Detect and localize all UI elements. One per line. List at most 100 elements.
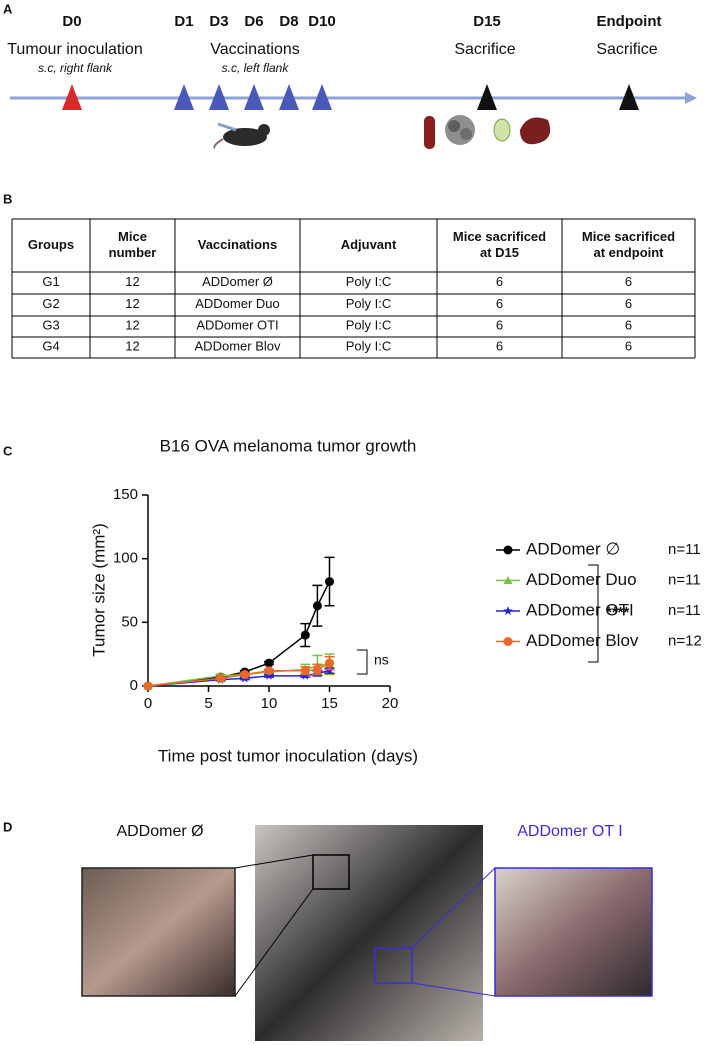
chart: B16 OVA melanoma tumor growth Time post … — [89, 436, 701, 765]
day-label: D1 — [174, 13, 193, 30]
point — [216, 673, 226, 683]
event-marker — [244, 84, 264, 110]
table-cell: G3 — [42, 318, 59, 333]
event-marker — [619, 84, 639, 110]
photo — [494, 867, 653, 997]
zoom-line — [234, 888, 314, 997]
point — [324, 665, 335, 675]
table-cell: 6 — [496, 318, 503, 333]
table-cell: 6 — [625, 318, 632, 333]
table-cell: 12 — [125, 339, 139, 354]
x-tick-label: 15 — [321, 695, 338, 712]
x-tick-label: 5 — [204, 695, 212, 712]
photo — [255, 825, 483, 1041]
point — [264, 670, 274, 680]
day-label: D15 — [473, 13, 501, 30]
table-cell: 6 — [496, 339, 503, 354]
point — [300, 630, 310, 640]
day-label: D6 — [244, 13, 263, 30]
legend-marker — [503, 606, 513, 615]
sample-icons — [424, 115, 551, 149]
point — [143, 681, 153, 691]
legend-label: ADDomer Duo — [526, 570, 637, 589]
legend-label: ADDomer ∅ — [526, 539, 620, 558]
table-header: Mice sacrificed at D15 — [453, 229, 546, 260]
event-marker — [209, 84, 229, 110]
y-tick-label: 0 — [130, 677, 138, 694]
table-cell: ADDomer Blov — [195, 339, 281, 354]
table-header: Adjuvant — [341, 237, 397, 252]
table-cell: ADDomer Ø — [202, 274, 273, 289]
table-header: Vaccinations — [198, 237, 277, 252]
zoom-line — [234, 854, 314, 869]
x-tick-label: 0 — [144, 695, 152, 712]
legend-n: n=11 — [668, 602, 701, 619]
point — [264, 658, 274, 668]
point — [325, 658, 334, 668]
panel-label: D — [3, 819, 12, 834]
point — [300, 670, 310, 680]
photo-caption: ADDomer Ø — [116, 823, 203, 840]
y-tick-label: 50 — [121, 613, 138, 630]
legend-marker — [503, 576, 513, 585]
event-subtitle: s.c, left flank — [222, 61, 290, 75]
point — [325, 577, 334, 587]
event-marker — [477, 84, 497, 110]
table-cell: 6 — [625, 296, 632, 311]
event-title: Sacrifice — [596, 41, 657, 58]
significance-bracket — [588, 564, 599, 663]
table-cell: Poly I:C — [346, 296, 392, 311]
x-tick-label: 10 — [261, 695, 278, 712]
day-label: D10 — [308, 13, 336, 30]
legend-label: ADDomer Blov — [526, 631, 639, 650]
legend-n: n=11 — [668, 541, 701, 558]
event-marker — [279, 84, 299, 110]
table-cell: Poly I:C — [346, 274, 392, 289]
significance-annotation: ns — [374, 652, 389, 668]
point — [300, 666, 310, 676]
y-axis-label: Tumor size (mm²) — [89, 523, 108, 656]
legend-label: ADDomer OTI — [526, 600, 634, 619]
event-title: Sacrifice — [454, 41, 515, 58]
significance-bracket — [357, 649, 368, 675]
mouse-icon — [213, 122, 270, 149]
table-cell: Poly I:C — [346, 318, 392, 333]
panel-label: A — [3, 1, 13, 16]
legend-n: n=11 — [668, 571, 701, 588]
event-marker — [174, 84, 194, 110]
photo — [81, 867, 236, 997]
table-cell: ADDomer OTI — [196, 318, 278, 333]
table-cell: Poly I:C — [346, 339, 392, 354]
table-cell: 6 — [625, 274, 632, 289]
zoom-line — [411, 867, 496, 949]
event-title: Vaccinations — [210, 41, 300, 58]
legend-marker — [503, 545, 513, 555]
table-cell: 12 — [125, 274, 139, 289]
point — [264, 666, 274, 676]
day-label: D8 — [279, 13, 298, 30]
zoom-box — [312, 854, 350, 890]
table-cell: 12 — [125, 296, 139, 311]
day-label: D3 — [209, 13, 228, 30]
day-label: D0 — [62, 13, 81, 30]
panel-label: C — [3, 443, 13, 458]
table-header: Mice sacrificed at endpoint — [582, 229, 675, 260]
table-cell: 6 — [625, 339, 632, 354]
timeline: D0 D1 D3 D6 D8 D10 D15 Endpoint Tumour inoculati… — [7, 13, 697, 110]
table-cell: 12 — [125, 318, 139, 333]
event-marker — [62, 84, 82, 110]
table-cell: 6 — [496, 274, 503, 289]
x-axis-label: Time post tumor inoculation (days) — [158, 746, 418, 765]
y-tick-label: 150 — [113, 486, 138, 503]
legend-n: n=12 — [668, 632, 702, 649]
legend-marker — [503, 637, 513, 646]
y-tick-label: 100 — [113, 550, 138, 567]
point — [312, 664, 322, 674]
table-cell: G1 — [42, 274, 59, 289]
zoom-box — [374, 947, 413, 984]
photo-caption: ADDomer OT I — [517, 823, 623, 840]
x-tick-label: 20 — [382, 695, 399, 712]
event-subtitle: s.c, right flank — [38, 61, 113, 75]
point — [240, 670, 250, 680]
